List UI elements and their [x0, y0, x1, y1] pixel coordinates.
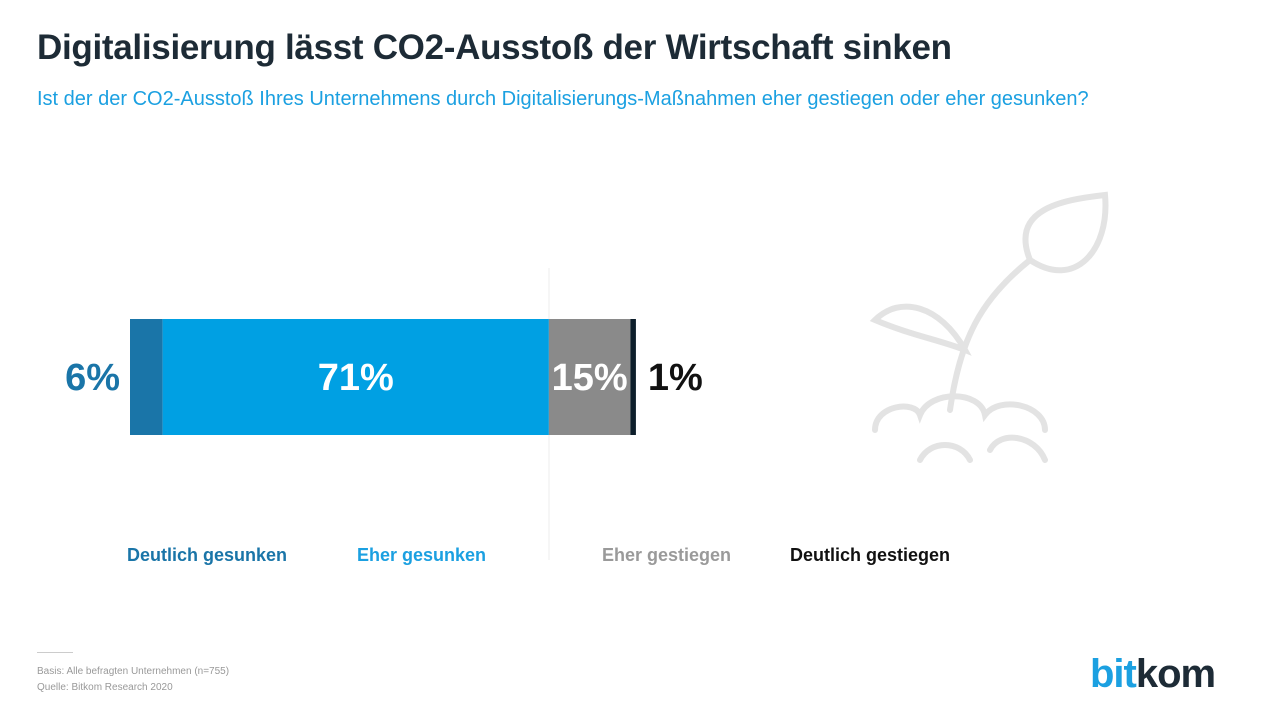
plant-icon: [869, 191, 1109, 463]
footer-divider: [37, 652, 73, 653]
bar-segment-4: [630, 319, 636, 435]
logo-part-2: kom: [1135, 652, 1216, 696]
legend-label-2: Eher gesunken: [357, 545, 486, 565]
data-label-1: 6%: [65, 357, 120, 399]
legend-label-3: Eher gestiegen: [602, 545, 731, 565]
logo-part-1: bit: [1090, 652, 1137, 696]
legend-label-1: Deutlich gesunken: [127, 545, 287, 565]
basis-note: Basis: Alle befragten Unternehmen (n=755…: [37, 666, 230, 677]
bitkom-logo: bitkom: [1090, 652, 1216, 697]
data-label-3: 15%: [552, 357, 628, 399]
data-label-2: 71%: [318, 357, 394, 399]
data-label-4: 1%: [648, 357, 703, 399]
chart-subtitle: Ist der der CO2-Ausstoß Ihres Unternehme…: [37, 88, 1089, 110]
footer-notes: Basis: Alle befragten Unternehmen (n=755…: [37, 664, 229, 696]
source-note: Quelle: Bitkom Research 2020: [37, 682, 173, 693]
bar-segment-1: [130, 319, 163, 435]
legend-label-4: Deutlich gestiegen: [790, 545, 950, 565]
bar-segment-2: [162, 319, 549, 435]
bar-segment-3: [548, 319, 631, 435]
chart-title: Digitalisierung lässt CO2-Ausstoß der Wi…: [37, 28, 952, 67]
